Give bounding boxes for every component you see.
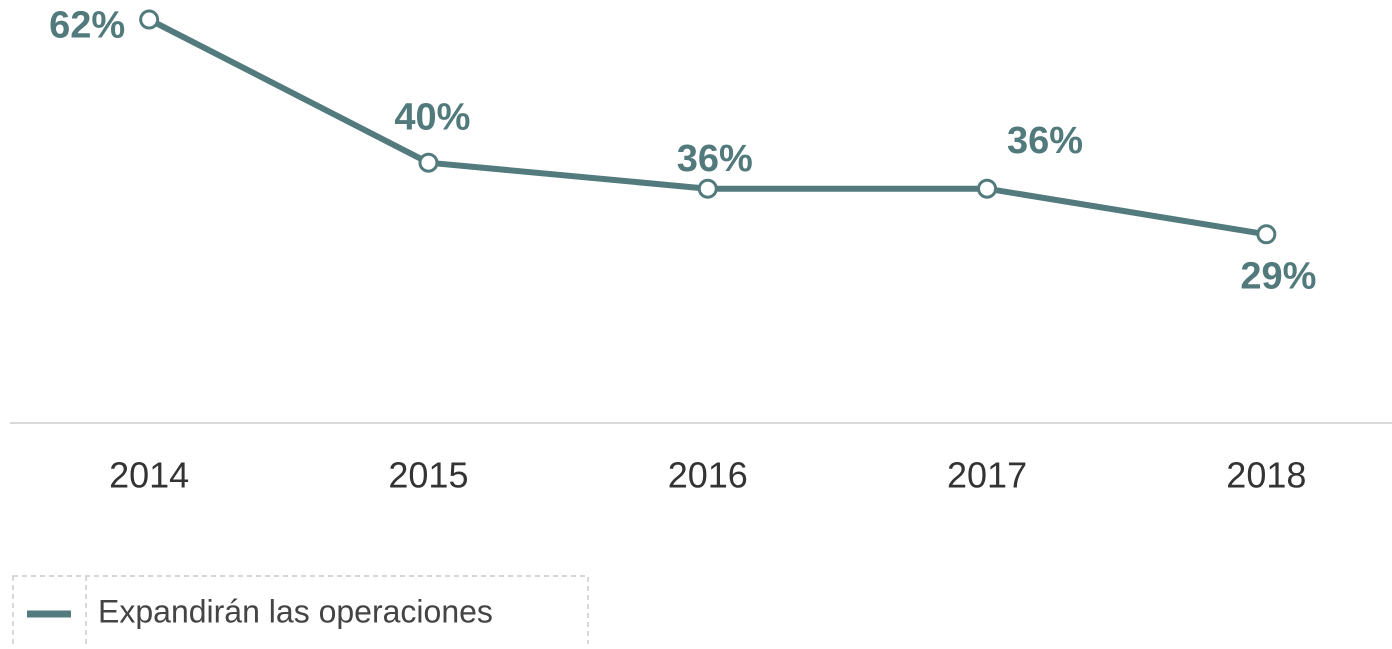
data-point bbox=[418, 152, 439, 173]
data-label: 29% bbox=[1240, 255, 1316, 297]
x-tick-label: 2018 bbox=[1226, 455, 1306, 496]
legend-box bbox=[12, 575, 589, 649]
data-point bbox=[1256, 224, 1277, 245]
data-line bbox=[147, 16, 1267, 238]
data-point bbox=[139, 9, 160, 30]
data-label: 40% bbox=[394, 97, 470, 139]
legend: Expandirán las operaciones bbox=[12, 575, 589, 649]
data-point bbox=[977, 178, 998, 199]
x-tick-label: 2014 bbox=[109, 455, 189, 496]
x-tick-label: 2015 bbox=[388, 455, 468, 496]
x-tick-label: 2017 bbox=[947, 455, 1027, 496]
data-label: 62% bbox=[49, 5, 125, 47]
x-tick-label: 2016 bbox=[668, 455, 748, 496]
data-point bbox=[697, 178, 718, 199]
data-label: 36% bbox=[1007, 120, 1083, 162]
data-label: 36% bbox=[677, 138, 753, 180]
legend-label: Expandirán las operaciones bbox=[98, 593, 493, 629]
